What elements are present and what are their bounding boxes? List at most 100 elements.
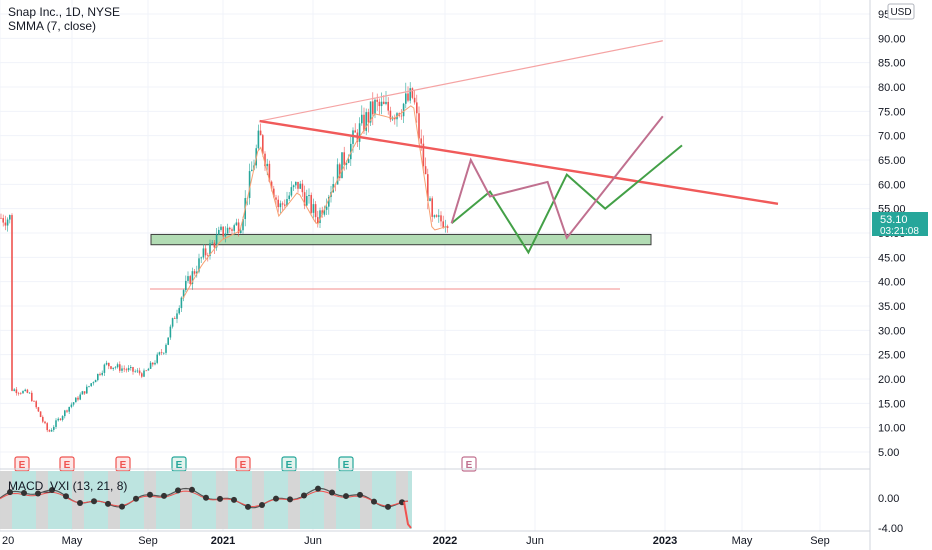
price-tick-label: 45.00	[878, 252, 906, 264]
candle-body	[218, 229, 220, 235]
macd-dot	[147, 491, 153, 498]
date-tick-label: Sep	[138, 535, 158, 547]
macd-dot	[357, 491, 363, 498]
macd-legend: MACD_VXI (13, 21, 8)	[8, 479, 127, 493]
candle-body	[158, 352, 161, 355]
candle-body	[358, 123, 361, 142]
candle-body	[202, 248, 205, 258]
date-axis[interactable]: 20 May Sep 2021 Jun 2022 Jun 2023 May Sep	[2, 535, 830, 547]
macd-dot	[77, 499, 83, 506]
candle-body	[185, 280, 187, 291]
candle-body	[416, 102, 418, 114]
candle-body	[350, 143, 352, 160]
candle-body	[105, 362, 108, 365]
currency-badge[interactable]	[887, 3, 915, 20]
candle-body	[42, 416, 44, 422]
candle-body	[145, 370, 147, 372]
candle-body	[317, 217, 319, 224]
earnings-marker[interactable]: E	[59, 456, 75, 472]
candle-body	[321, 210, 323, 215]
candle-body	[167, 337, 169, 345]
macd-dot	[105, 500, 111, 507]
candle-body	[141, 373, 143, 377]
candle-body	[0, 217, 2, 219]
candle-body	[369, 101, 372, 123]
candle-body	[312, 204, 315, 213]
macd-band	[308, 471, 312, 529]
green-projection-path[interactable]	[450, 144, 683, 255]
macd-band	[156, 471, 160, 529]
candle-body	[79, 394, 81, 400]
candle-body	[149, 362, 152, 369]
candle-body	[262, 135, 264, 154]
candle-body	[257, 130, 260, 149]
candle-body	[389, 110, 392, 120]
candle-body	[383, 101, 385, 104]
price-axis[interactable]: 95.0090.0085.0080.0075.0070.0065.0060.00…	[878, 9, 906, 535]
candle-body	[343, 152, 345, 165]
candle-body	[61, 416, 64, 420]
candle-body	[438, 215, 440, 217]
candle-body	[44, 421, 46, 424]
macd-band	[180, 471, 184, 529]
price-tick-label: 40.00	[878, 277, 906, 289]
candle-body	[341, 152, 343, 179]
macd-band	[76, 471, 80, 529]
macd-band	[252, 471, 256, 529]
candle-body	[28, 392, 31, 394]
candle-body	[55, 420, 57, 427]
candle-body	[88, 385, 90, 387]
candle-body	[345, 162, 348, 165]
purple-projection-path[interactable]	[450, 115, 664, 240]
candle-body	[235, 222, 238, 226]
candle-body	[400, 115, 403, 117]
candle-body	[86, 386, 88, 394]
candle-body	[136, 370, 139, 372]
candle-body	[39, 411, 42, 417]
price-tick-label: 25.00	[878, 350, 906, 362]
macd-band	[120, 471, 124, 529]
upper-channel-line[interactable]	[259, 40, 663, 122]
macd-band	[128, 471, 132, 529]
candle-body	[259, 130, 262, 136]
candle-body	[418, 113, 420, 139]
candle-body	[268, 163, 271, 182]
candle-body	[387, 101, 389, 111]
candle-body	[226, 227, 229, 234]
candle-body	[215, 234, 218, 248]
candle-body	[231, 229, 233, 231]
candle-body	[11, 215, 13, 391]
macd-band	[384, 471, 388, 529]
earnings-marker[interactable]: E	[461, 456, 477, 472]
candle-body	[290, 187, 293, 196]
macd-band	[44, 471, 48, 529]
macd-band	[72, 471, 76, 529]
currency-label: USD	[890, 7, 911, 18]
candle-body	[200, 257, 202, 259]
support-zone[interactable]	[150, 233, 652, 246]
candle-body	[64, 410, 66, 417]
macd-band	[324, 471, 328, 529]
svg-text:E: E	[176, 460, 183, 471]
candle-body	[409, 88, 411, 101]
candle-body	[24, 389, 26, 392]
candle-body	[152, 362, 154, 365]
candle-body	[323, 209, 326, 215]
descending-trendline[interactable]	[259, 119, 779, 205]
candle-body	[325, 206, 328, 210]
date-tick-label: 2023	[653, 535, 677, 547]
price-tick-label: 5.00	[878, 447, 899, 459]
candle-body	[319, 210, 321, 224]
macd-dot	[189, 486, 195, 493]
macd-band	[0, 471, 4, 529]
candle-body	[50, 429, 53, 432]
date-tick-label: 2021	[211, 535, 235, 547]
candle-body	[26, 389, 29, 393]
last-price-value: 53.10	[880, 214, 908, 226]
macd-dot	[273, 495, 279, 502]
candle-body	[37, 407, 40, 412]
candle-body	[424, 166, 427, 175]
candle-body	[347, 159, 350, 163]
candle-body	[328, 196, 330, 207]
